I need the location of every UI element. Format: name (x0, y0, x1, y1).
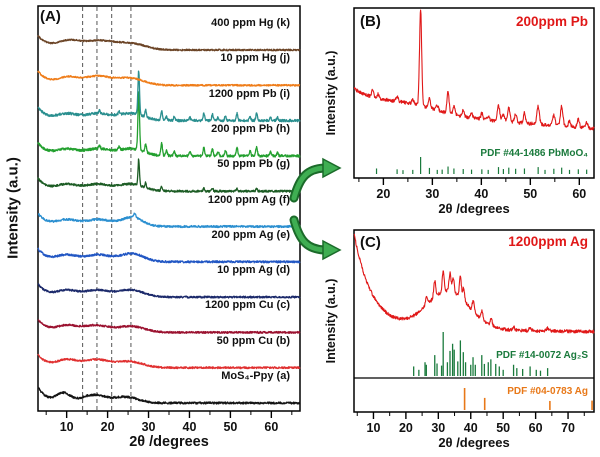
panel-a-plot: 10 20 30 40 50 60 (37, 5, 301, 434)
svg-text:20: 20 (376, 187, 390, 201)
svg-text:50: 50 (496, 421, 510, 435)
curve-label-j: 10 ppm Hg (j) (220, 52, 290, 65)
curve-label-k: 400 ppm Hg (k) (211, 17, 290, 29)
panel-a-ylabel: Intensity (a.u.) (4, 157, 22, 259)
xrd-curve-f (37, 212, 301, 229)
svg-text:20: 20 (101, 420, 115, 434)
curve-label-d: 10 ppm Ag (d) (217, 264, 290, 277)
panel-b: 20 30 40 50 60 (B) 200ppm Pb Intensity (a.u.… (318, 0, 600, 222)
panel-b-title: 200ppm Pb (515, 14, 588, 29)
svg-text:30: 30 (142, 420, 156, 434)
svg-text:30: 30 (425, 187, 439, 201)
panel-b-ylabel: Intensity (a.u.) (324, 50, 338, 136)
xrd-curve-g (37, 158, 301, 193)
xrd-curve-k (37, 34, 301, 52)
svg-text:60: 60 (529, 421, 543, 435)
xrd-curve-200ppm-pb (353, 9, 595, 131)
curve-label-h: 200 ppm Pb (h) (211, 122, 290, 135)
curve-label-c: 1200 ppm Cu (c) (205, 299, 290, 312)
svg-text:10: 10 (367, 421, 381, 435)
svg-text:20: 20 (399, 421, 413, 435)
panel-c-xlabel: 2θ /degrees (438, 435, 510, 450)
plot-frame (353, 229, 595, 413)
svg-text:50: 50 (223, 420, 237, 434)
svg-text:60: 60 (264, 420, 278, 434)
xrd-curve-i (37, 70, 301, 123)
plot-frame (353, 7, 595, 179)
panel-c-title: 1200ppm Ag (508, 234, 588, 249)
panel-b-tag: (B) (360, 13, 381, 30)
curve-label-e: 200 ppm Ag (e) (211, 228, 290, 241)
panel-b-plot: 20 30 40 50 60 (353, 7, 595, 201)
panel-a-xlabel: 2θ /degrees (129, 434, 209, 450)
svg-text:40: 40 (183, 420, 197, 434)
curve-label-g: 50 ppm Pb (g) (217, 158, 290, 171)
curve-label-b: 50 ppm Cu (b) (216, 334, 290, 347)
panel-b-ref-label: PDF #44-1486 PbMoO₄ (480, 148, 588, 159)
pdf-ref-bars-ag (463, 388, 593, 410)
panel-b-xlabel: 2θ /degrees (438, 201, 510, 216)
panel-c-ref-label-ag2s: PDF #14-0072 Ag₂S (496, 350, 588, 361)
panel-c: 10 20 30 40 50 60 70 (C) 1200ppm Ag Intensity … (318, 224, 600, 457)
curve-label-a: MoS₄-Ppy (a) (221, 370, 290, 382)
svg-text:60: 60 (572, 187, 586, 201)
svg-text:70: 70 (561, 421, 575, 435)
panel-a-tag: (A) (40, 8, 61, 25)
panel-c-ref-label-ag: PDF #04-0783 Ag (507, 386, 588, 397)
curve-label-f: 1200 ppm Ag (f) (207, 193, 290, 206)
xrd-curve-h (37, 91, 301, 158)
pdf-ref-ticks-pbmoo4 (375, 157, 588, 174)
panel-c-tag: (C) (360, 234, 381, 251)
panel-a: 10 20 30 40 50 60 (A) Intensity (a.u.) 2θ /de… (4, 5, 301, 450)
svg-text:40: 40 (474, 187, 488, 201)
panel-c-ylabel: Intensity (a.u.) (324, 278, 338, 364)
svg-text:40: 40 (464, 421, 478, 435)
svg-text:50: 50 (523, 187, 537, 201)
plot-frame (37, 5, 301, 412)
xrd-curve-a (37, 386, 301, 405)
xrd-curve-d (37, 283, 301, 299)
curve-label-i: 1200 ppm Pb (i) (208, 87, 290, 100)
svg-text:30: 30 (431, 421, 445, 435)
x-axis-ticks: 20 30 40 50 60 (358, 178, 586, 201)
xrd-curve-c (37, 319, 301, 334)
svg-text:10: 10 (60, 420, 74, 434)
xrd-curve-e (37, 247, 301, 264)
xrd-curve-1200ppm-ag (353, 233, 595, 334)
panel-c-plot: 10 20 30 40 50 60 70 (353, 229, 595, 435)
pdf-ref-bars-ag2s (413, 332, 549, 376)
x-axis-ticks: 10 20 30 40 50 60 70 (356, 412, 585, 435)
xrd-curve-j (37, 70, 301, 87)
x-axis-ticks: 10 20 30 40 50 60 (45, 411, 293, 434)
xrd-curve-b (37, 353, 301, 370)
dashed-guide-lines (82, 7, 132, 410)
